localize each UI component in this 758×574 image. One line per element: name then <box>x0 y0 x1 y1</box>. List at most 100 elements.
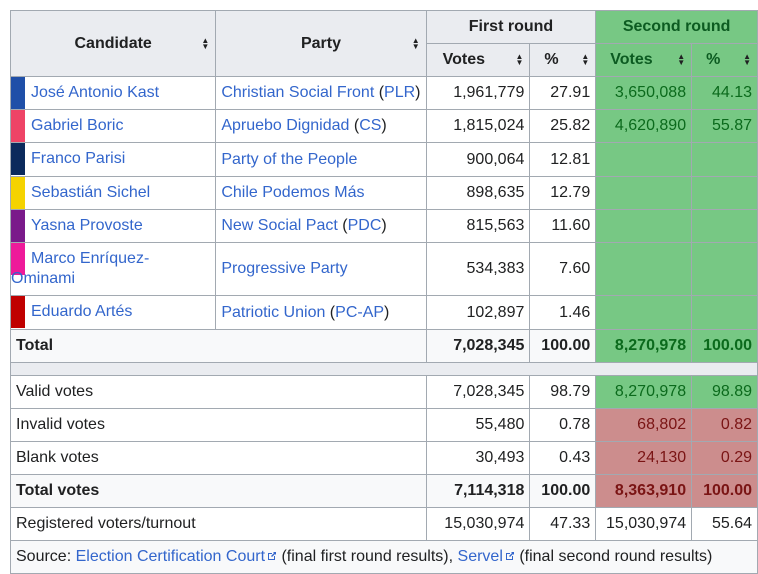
valid-votes-label: Valid votes <box>10 374 427 409</box>
registered-voters-r1: 15,030,974 <box>425 506 531 541</box>
party-abbr-link[interactable]: PC-AP <box>335 303 385 321</box>
invalid-votes-row: Invalid votes 55,480 0.78 68,802 0.82 <box>10 407 758 442</box>
invalid-votes-r1: 55,480 <box>425 407 531 442</box>
candidate-link[interactable]: Eduardo Artés <box>31 303 133 321</box>
total-votes-label: Total votes <box>10 473 427 508</box>
column-header-candidate[interactable]: Candidate ▲ ▼ <box>9 10 217 77</box>
pct-r2-empty <box>691 242 758 297</box>
table-row: Gabriel Boric Apruebo Dignidad (CS) 1,81… <box>9 109 758 144</box>
party-abbr-link[interactable]: CS <box>359 117 382 135</box>
total-label: Total <box>10 328 427 363</box>
party-link[interactable]: New Social Pact <box>221 217 338 235</box>
votes-r1: 102,897 <box>425 295 531 330</box>
column-header-votes-r1[interactable]: Votes ▲ ▼ <box>425 43 531 77</box>
party-color-swatch <box>11 296 25 329</box>
candidate-link[interactable]: Franco Parisi <box>31 150 126 168</box>
votes-r1: 815,563 <box>425 208 531 244</box>
election-results-table-wrapper: Candidate ▲ ▼ Party ▲ ▼ First round Second… <box>9 10 758 574</box>
party-link[interactable]: Christian Social Front <box>221 84 375 102</box>
party-cell: Party of the People <box>215 142 427 177</box>
pct-r1: 11.60 <box>529 208 597 244</box>
pct-r1: 1.46 <box>529 295 597 330</box>
votes-r2: 3,650,088 <box>595 75 693 111</box>
column-header-party[interactable]: Party ▲ ▼ <box>215 10 427 77</box>
total-pct-r1: 100.00 <box>529 328 597 363</box>
votes-r1: 898,635 <box>425 175 531 210</box>
valid-pct-r2: 98.89 <box>691 374 758 409</box>
candidate-link[interactable]: Yasna Provoste <box>31 217 143 235</box>
total-votes-pct-r2: 100.00 <box>691 473 758 508</box>
total-votes-pct-r1: 100.00 <box>529 473 597 508</box>
party-cell: New Social Pact (PDC) <box>215 208 427 244</box>
sort-icon[interactable]: ▲ ▼ <box>743 52 751 67</box>
party-color-swatch <box>11 243 25 276</box>
blank-votes-r2: 24,130 <box>595 440 693 475</box>
invalid-votes-r2: 68,802 <box>595 407 693 442</box>
party-link[interactable]: Apruebo Dignidad <box>221 117 350 135</box>
invalid-pct-r2: 0.82 <box>691 407 758 442</box>
blank-votes-r1: 30,493 <box>425 440 531 475</box>
sort-icon[interactable]: ▲ ▼ <box>515 52 524 67</box>
pct-r2: 44.13 <box>691 75 758 111</box>
party-link[interactable]: Patriotic Union <box>221 303 326 321</box>
second-round-header: Second round <box>595 10 758 44</box>
source-link-election-court[interactable]: Election Certification Court <box>75 547 266 565</box>
column-header-votes-r2[interactable]: Votes ▲ ▼ <box>595 43 693 77</box>
column-header-pct-r1[interactable]: % ▲ ▼ <box>529 43 597 77</box>
pct-r2-empty <box>691 295 758 330</box>
pct-r2-empty <box>691 142 758 177</box>
candidate-link[interactable]: José Antonio Kast <box>31 84 160 102</box>
votes-r1: 1,815,024 <box>425 109 531 144</box>
external-link-icon <box>268 551 277 560</box>
candidate-cell: Eduardo Artés <box>9 295 217 330</box>
valid-votes-r2: 8,270,978 <box>595 374 693 409</box>
separator-row <box>10 361 758 376</box>
candidate-link[interactable]: Gabriel Boric <box>31 117 124 135</box>
total-votes-row: Total votes 7,114,318 100.00 8,363,910 1… <box>10 473 758 508</box>
party-abbr-link[interactable]: PLR <box>384 84 416 102</box>
party-link[interactable]: Chile Podemos Más <box>221 183 365 201</box>
total-votes-r1: 7,028,345 <box>425 328 531 363</box>
header-row-2: Votes ▲ ▼ % ▲ ▼ Votes ▲ ▼ % ▲ ▼ <box>11 43 758 77</box>
valid-votes-r1: 7,028,345 <box>425 374 531 409</box>
blank-pct-r1: 0.43 <box>529 440 597 475</box>
turnout-r1: 47.33 <box>529 506 597 541</box>
candidate-cell: Marco Enríquez-Ominami <box>9 242 217 297</box>
total-row: Total 7,028,345 100.00 8,270,978 100.00 <box>10 328 758 363</box>
source-mid-text: (final first round results), <box>277 547 458 565</box>
source-link-servel[interactable]: Servel <box>457 547 503 565</box>
sort-icon[interactable]: ▲ ▼ <box>677 52 686 67</box>
votes-r2-empty <box>595 142 693 177</box>
candidate-link[interactable]: Marco Enríquez-Ominami <box>11 250 150 288</box>
party-cell: Progressive Party <box>215 242 427 297</box>
party-link[interactable]: Party of the People <box>221 150 358 168</box>
registered-voters-r2: 15,030,974 <box>595 506 693 541</box>
party-color-swatch <box>11 77 25 109</box>
candidate-link[interactable]: Sebastián Sichel <box>31 183 151 201</box>
votes-r2-empty <box>595 242 693 297</box>
table-row: José Antonio Kast Christian Social Front… <box>9 75 758 111</box>
pct-label: % <box>706 51 721 68</box>
valid-votes-row: Valid votes 7,028,345 98.79 8,270,978 98… <box>10 374 758 409</box>
table-row: Marco Enríquez-Ominami Progressive Party… <box>9 242 758 297</box>
total-votes-count-r1: 7,114,318 <box>425 473 531 508</box>
party-link[interactable]: Progressive Party <box>221 260 348 278</box>
party-cell: Christian Social Front (PLR) <box>215 75 427 111</box>
sort-icon[interactable]: ▲ ▼ <box>581 52 590 67</box>
pct-r2: 55.87 <box>691 109 758 144</box>
votes-r2-empty <box>595 295 693 330</box>
votes-r2-empty <box>595 175 693 210</box>
candidate-cell: Gabriel Boric <box>9 109 217 144</box>
sort-icon[interactable]: ▲ ▼ <box>411 35 420 51</box>
votes-r1: 534,383 <box>425 242 531 297</box>
blank-votes-label: Blank votes <box>10 440 427 475</box>
votes-r2-empty <box>595 208 693 244</box>
table-row: Yasna Provoste New Social Pact (PDC) 815… <box>9 208 758 244</box>
column-header-pct-r2[interactable]: % ▲ ▼ <box>691 43 758 77</box>
total-pct-r2: 100.00 <box>691 328 758 363</box>
invalid-votes-label: Invalid votes <box>10 407 427 442</box>
party-abbr-link[interactable]: PDC <box>347 217 382 235</box>
source-row: Source: Election Certification Court (fi… <box>10 539 758 574</box>
sort-icon[interactable]: ▲ ▼ <box>201 35 210 51</box>
external-link-icon <box>505 551 514 560</box>
